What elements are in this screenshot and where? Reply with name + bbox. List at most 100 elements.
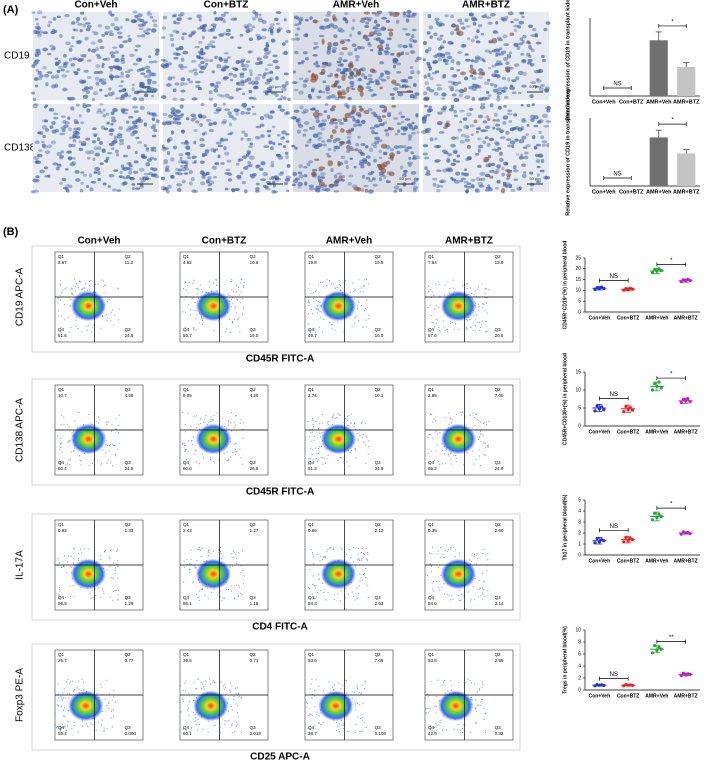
event <box>198 546 200 548</box>
event <box>363 553 365 556</box>
nucleus <box>374 19 378 24</box>
nucleus <box>266 78 273 83</box>
nucleus <box>245 111 251 115</box>
nucleus <box>474 188 481 194</box>
nucleus <box>149 72 155 77</box>
nucleus <box>36 26 41 31</box>
event <box>443 326 445 328</box>
event <box>347 415 349 418</box>
nucleus <box>180 164 184 168</box>
event <box>318 446 320 448</box>
nucleus <box>176 121 182 125</box>
event <box>229 280 231 283</box>
quadrant-value: 61.6 <box>58 333 67 338</box>
stain <box>360 17 367 21</box>
nucleus <box>236 174 242 179</box>
nucleus <box>222 118 228 124</box>
event <box>475 458 477 461</box>
point <box>657 645 661 650</box>
quadrant-name: Q2 <box>250 522 257 527</box>
nucleus <box>365 37 370 42</box>
nucleus <box>190 113 196 118</box>
event <box>90 280 92 282</box>
event <box>476 557 478 559</box>
point <box>650 388 655 392</box>
nucleus <box>392 117 399 120</box>
event <box>106 424 108 426</box>
nucleus <box>204 149 210 154</box>
nucleus <box>477 181 484 187</box>
nucleus <box>433 32 438 37</box>
event <box>243 306 245 308</box>
event <box>450 689 452 691</box>
nucleus <box>281 130 287 135</box>
nucleus <box>53 116 59 120</box>
event <box>232 556 234 559</box>
nucleus <box>97 171 101 175</box>
nucleus <box>353 165 357 169</box>
nucleus <box>199 143 206 148</box>
nucleus <box>519 37 524 41</box>
event <box>439 283 441 286</box>
event <box>216 283 218 285</box>
nucleus <box>463 184 468 188</box>
event <box>76 687 78 689</box>
nucleus <box>256 57 262 61</box>
event <box>479 704 481 707</box>
nucleus <box>41 143 46 148</box>
nucleus <box>540 135 545 140</box>
event <box>428 552 431 554</box>
event <box>229 318 231 320</box>
quadrant-name: Q2 <box>495 254 502 259</box>
nucleus <box>379 39 385 44</box>
nucleus <box>491 148 497 151</box>
event <box>446 729 448 731</box>
event <box>117 287 119 289</box>
nucleus <box>191 97 198 101</box>
event <box>477 322 479 324</box>
event <box>190 308 192 311</box>
event <box>476 314 478 316</box>
nucleus <box>457 18 463 23</box>
nucleus <box>212 25 217 29</box>
nucleus <box>272 54 278 58</box>
nucleus <box>332 42 339 47</box>
nucleus <box>178 45 184 51</box>
stain <box>380 167 387 174</box>
event <box>322 282 324 284</box>
event <box>474 319 476 321</box>
nucleus <box>72 157 76 160</box>
nucleus <box>481 15 487 18</box>
event <box>432 588 434 590</box>
event <box>365 567 367 570</box>
nucleus <box>290 38 296 41</box>
event <box>450 422 452 424</box>
nucleus <box>33 60 39 65</box>
nucleus <box>199 138 205 142</box>
nucleus <box>201 175 206 179</box>
event <box>108 702 110 704</box>
nucleus <box>278 172 284 176</box>
nucleus <box>200 65 204 70</box>
nucleus <box>271 175 275 179</box>
event <box>450 547 452 549</box>
nucleus <box>365 176 371 180</box>
stain <box>396 52 401 58</box>
event <box>185 599 187 601</box>
event <box>449 287 451 290</box>
nucleus <box>537 69 541 74</box>
nucleus <box>536 173 541 177</box>
nucleus <box>477 68 484 72</box>
event <box>213 415 215 417</box>
quadrant-name: Q3 <box>250 595 257 600</box>
nucleus <box>139 105 145 110</box>
nucleus <box>205 118 212 122</box>
event <box>184 326 186 329</box>
nucleus <box>336 172 343 175</box>
event <box>90 422 92 424</box>
nucleus <box>209 59 214 63</box>
nucleus <box>65 189 70 193</box>
nucleus <box>272 190 279 194</box>
nucleus <box>436 52 443 56</box>
nucleus <box>373 145 378 149</box>
